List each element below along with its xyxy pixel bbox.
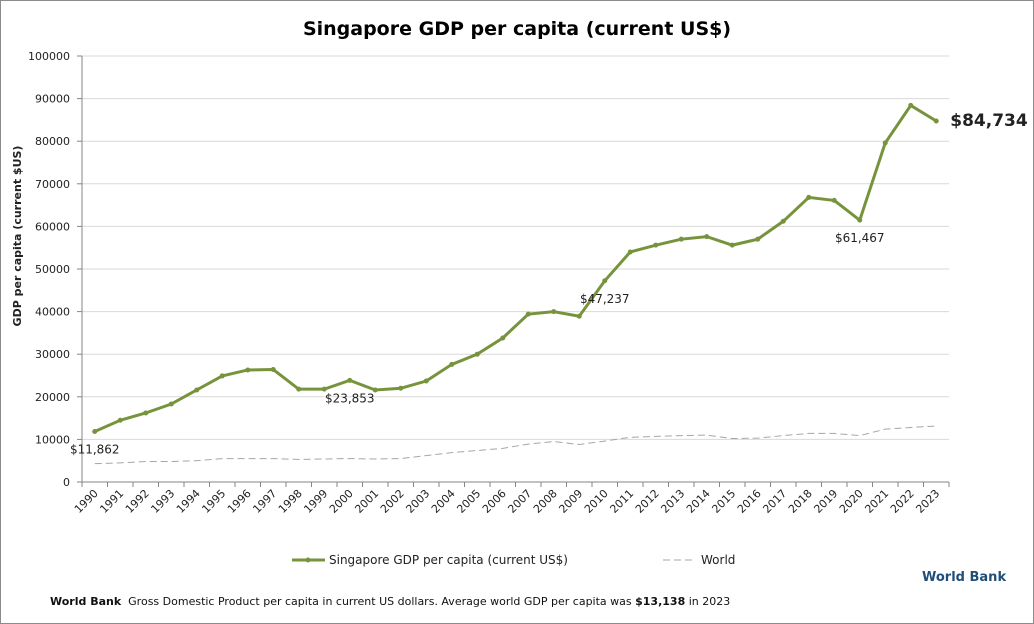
footer-source: World Bank: [50, 595, 122, 608]
data-point: [398, 385, 404, 391]
x-tick-label: 2001: [352, 487, 381, 516]
data-point: [755, 236, 761, 242]
x-tick-label: 2007: [505, 487, 534, 516]
y-tick-label: 100000: [28, 50, 70, 63]
x-tick-label: 2022: [888, 487, 917, 516]
data-label: $11,862: [70, 442, 120, 456]
data-point: [525, 311, 531, 317]
data-point: [831, 197, 837, 203]
footer-suffix: in 2023: [685, 595, 731, 608]
x-tick-label: 2004: [429, 487, 458, 516]
data-point: [245, 367, 251, 373]
data-point: [143, 410, 149, 416]
data-point: [347, 377, 353, 383]
y-tick-label: 30000: [35, 348, 70, 361]
data-point: [627, 249, 633, 255]
data-point: [449, 361, 455, 367]
x-tick-label: 2021: [862, 487, 891, 516]
data-point: [704, 234, 710, 240]
data-point: [882, 140, 888, 146]
x-tick-label: 1995: [199, 487, 228, 516]
x-tick-label: 1991: [97, 487, 126, 516]
x-tick-label: 2014: [684, 487, 713, 516]
x-tick-label: 2016: [735, 487, 764, 516]
y-tick-label: 60000: [35, 220, 70, 233]
data-point: [219, 373, 225, 379]
x-tick-label: 2005: [454, 487, 483, 516]
x-tick-label: 1999: [301, 487, 330, 516]
data-label: $84,734: [950, 111, 1028, 131]
legend-label-singapore: Singapore GDP per capita (current US$): [329, 553, 568, 567]
y-tick-label: 20000: [35, 391, 70, 404]
data-point: [908, 102, 914, 108]
data-point: [857, 217, 863, 223]
x-tick-label: 2011: [607, 487, 636, 516]
data-point: [653, 242, 659, 248]
data-label: $23,853: [325, 391, 375, 405]
legend: Singapore GDP per capita (current US$) W…: [292, 553, 735, 567]
data-point: [576, 313, 582, 319]
data-point: [551, 309, 557, 315]
data-point: [194, 387, 200, 393]
x-tick-label: 2023: [913, 487, 942, 516]
x-tick-label: 2009: [556, 487, 585, 516]
data-point: [474, 351, 480, 357]
x-tick-label: 1993: [148, 487, 177, 516]
x-tick-label: 2013: [658, 487, 687, 516]
footer-text: Gross Domestic Product per capita in cur…: [128, 595, 636, 608]
legend-label-world: World: [701, 553, 735, 567]
data-point: [602, 278, 608, 284]
y-tick-label: 0: [63, 476, 70, 489]
footer-value: $13,138: [635, 595, 686, 608]
x-tick-label: 2002: [378, 487, 407, 516]
data-point: [296, 386, 302, 392]
data-point: [372, 387, 378, 393]
data-point: [933, 118, 939, 124]
data-point: [423, 378, 429, 384]
series-line-singapore: [94, 103, 938, 433]
data-point: [117, 417, 123, 423]
x-tick-label: 1997: [250, 487, 279, 516]
data-point: [270, 367, 276, 373]
data-point: [500, 335, 506, 341]
data-point: [678, 236, 684, 242]
x-tick-label: 1992: [123, 487, 152, 516]
x-tick-label: 2017: [760, 487, 789, 516]
x-tick-label: 1998: [276, 487, 305, 516]
chart-title: Singapore GDP per capita (current US$): [303, 18, 731, 40]
y-tick-label: 90000: [35, 93, 70, 106]
y-tick-label: 10000: [35, 433, 70, 446]
x-tick-label: 1990: [72, 487, 101, 516]
x-tick-label: 2006: [480, 487, 509, 516]
data-point: [168, 401, 174, 407]
data-point: [92, 428, 98, 434]
y-tick-label: 40000: [35, 306, 70, 319]
y-tick-label: 70000: [35, 178, 70, 191]
data-label: $47,237: [580, 292, 630, 306]
x-tick-label: 2000: [327, 487, 356, 516]
x-tick-label: 1994: [174, 487, 203, 516]
data-point: [321, 386, 327, 392]
x-tick-label: 2020: [837, 487, 866, 516]
x-tick-label: 2003: [403, 487, 432, 516]
data-point: [780, 218, 786, 224]
x-tick-label: 1996: [225, 487, 254, 516]
x-tick-label: 2019: [811, 487, 840, 516]
legend-marker-point: [305, 557, 311, 563]
footer-note: World Bank Gross Domestic Product per ca…: [50, 595, 730, 608]
x-tick-label: 2008: [531, 487, 560, 516]
series-line-world: [94, 425, 937, 465]
y-tick-label: 50000: [35, 263, 70, 276]
data-point: [806, 194, 812, 200]
y-axis-label: GDP per capita (current $US): [11, 146, 24, 327]
data-point: [729, 242, 735, 248]
brand-label: World Bank: [922, 570, 1007, 585]
x-tick-label: 2018: [786, 487, 815, 516]
data-label: $61,467: [835, 231, 885, 245]
x-tick-label: 2010: [582, 487, 611, 516]
x-tick-label: 2012: [633, 487, 662, 516]
x-tick-label: 2015: [709, 487, 738, 516]
y-tick-label: 80000: [35, 135, 70, 148]
